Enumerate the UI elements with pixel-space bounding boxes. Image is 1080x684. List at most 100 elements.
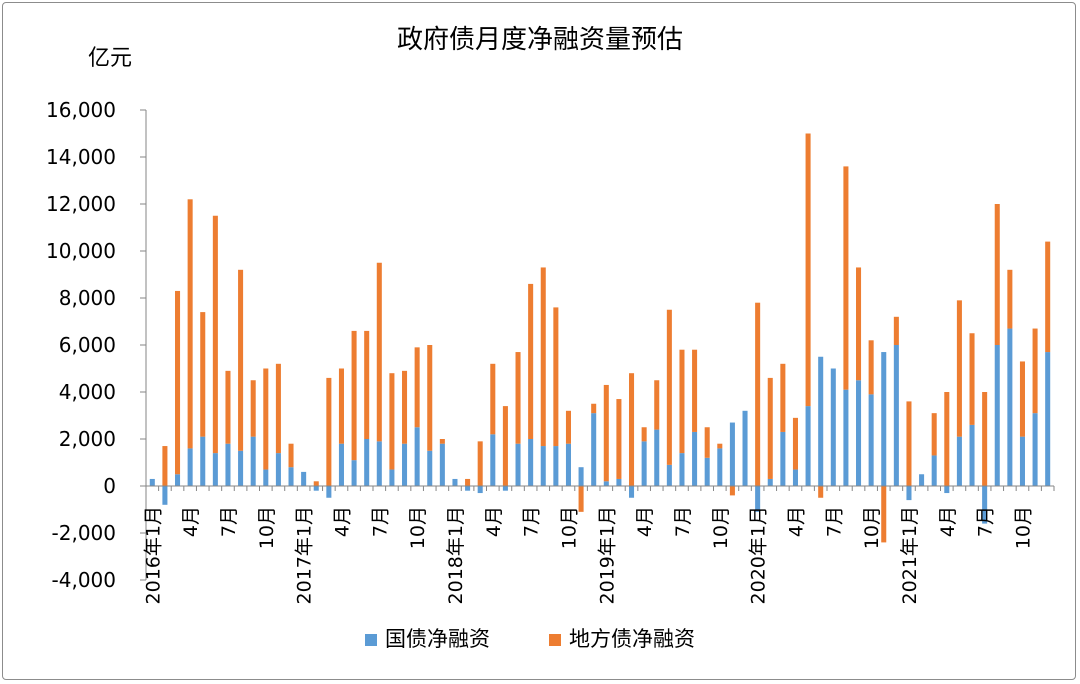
- bar-national-70: [1032, 413, 1038, 486]
- legend-label-local: 地方债净融资: [569, 627, 695, 651]
- bar-local-8: [250, 380, 256, 437]
- bar-local-70: [1032, 328, 1038, 414]
- y-tick-label: -4,000: [52, 568, 116, 592]
- bar-local-7: [238, 269, 244, 451]
- bar-local-63: [944, 392, 950, 486]
- x-tick-label: 2016年1月: [142, 506, 164, 604]
- bar-local-67: [994, 204, 1000, 345]
- y-tick-label: 10,000: [46, 239, 116, 263]
- bar-national-17: [364, 439, 370, 486]
- x-tick-label: 10月: [1012, 506, 1034, 549]
- bar-local-65: [969, 333, 975, 425]
- bar-national-23: [439, 443, 445, 486]
- bar-local-44: [704, 427, 710, 458]
- bar-local-9: [263, 368, 269, 470]
- y-tick-label: -2,000: [52, 521, 116, 545]
- bar-local-49: [767, 377, 773, 479]
- y-tick-label: 8,000: [59, 286, 116, 310]
- bar-national-40: [654, 429, 660, 486]
- bar-national-24: [452, 478, 458, 486]
- bar-local-4: [200, 312, 206, 437]
- bar-local-52: [805, 133, 811, 407]
- bar-national-55: [843, 389, 849, 486]
- bar-national-67: [994, 345, 1000, 486]
- bar-national-30: [528, 439, 534, 486]
- y-tick-label: 12,000: [46, 192, 116, 216]
- bar-national-5: [212, 453, 218, 486]
- bar-national-63: [944, 486, 950, 494]
- x-tick-label: 4月: [483, 506, 505, 537]
- y-tick-label: 4,000: [59, 380, 116, 404]
- bar-local-56: [856, 267, 862, 381]
- bar-national-43: [692, 431, 698, 486]
- bar-local-38: [629, 373, 635, 486]
- bar-national-10: [275, 453, 281, 486]
- bar-local-35: [591, 403, 597, 414]
- bar-local-2: [175, 290, 181, 475]
- bar-national-19: [389, 469, 395, 486]
- bar-national-47: [742, 410, 748, 486]
- bar-local-59: [893, 316, 899, 345]
- bar-local-26: [477, 441, 483, 486]
- bar-national-16: [351, 460, 357, 486]
- bar-local-62: [931, 413, 937, 456]
- bar-local-5: [212, 215, 218, 454]
- bar-national-52: [805, 406, 811, 486]
- bar-national-66: [982, 486, 988, 524]
- bar-local-14: [326, 377, 332, 486]
- bar-local-31: [540, 267, 546, 447]
- bar-national-35: [591, 413, 597, 486]
- x-tick-label: 2019年1月: [596, 506, 618, 604]
- bar-local-19: [389, 373, 395, 470]
- bar-national-3: [187, 448, 193, 486]
- bar-national-12: [301, 471, 307, 486]
- bar-national-21: [414, 427, 420, 486]
- x-axis: 2016年1月 4月 7月 10月 2017年1月 4月 7月 10月 2018年1月 4月 7月 1…: [142, 485, 1055, 604]
- bar-local-40: [654, 380, 660, 430]
- x-tick-label: 10月: [407, 506, 429, 549]
- legend-swatch-national: [365, 634, 377, 646]
- bar-local-6: [225, 370, 231, 444]
- bar-local-1: [162, 446, 168, 486]
- x-tick-label: 7月: [975, 506, 997, 537]
- x-tick-label: 10月: [710, 506, 732, 549]
- bar-national-62: [931, 455, 937, 486]
- x-tick-label: 4月: [331, 506, 353, 537]
- x-tick-label: 2021年1月: [899, 506, 921, 604]
- bar-local-29: [515, 352, 521, 444]
- bar-local-18: [376, 262, 382, 442]
- bar-national-37: [616, 478, 622, 486]
- bar-local-16: [351, 330, 357, 461]
- y-tick-label: 6,000: [59, 333, 116, 357]
- bar-national-69: [1019, 436, 1025, 486]
- bar-local-30: [528, 283, 534, 439]
- bar-national-33: [565, 443, 571, 486]
- bar-local-46: [729, 486, 735, 496]
- bar-local-17: [364, 330, 370, 439]
- bar-national-9: [263, 469, 269, 486]
- x-tick-label: 4月: [634, 506, 656, 537]
- x-tick-label: 4月: [180, 506, 202, 537]
- bar-national-45: [717, 448, 723, 486]
- x-tick-label: 2017年1月: [294, 506, 316, 604]
- x-tick-label: 4月: [785, 506, 807, 537]
- y-tick-label: 14,000: [46, 145, 116, 169]
- bar-national-50: [780, 431, 786, 486]
- bar-national-41: [666, 464, 672, 486]
- bar-local-3: [187, 199, 193, 449]
- bar-national-56: [856, 380, 862, 486]
- x-tick-label: 7月: [823, 506, 845, 537]
- bar-national-57: [868, 394, 874, 486]
- bar-local-64: [956, 300, 962, 437]
- bar-local-15: [338, 368, 344, 444]
- bar-national-29: [515, 443, 521, 486]
- bar-national-20: [402, 443, 408, 486]
- bar-national-18: [376, 441, 382, 486]
- x-tick-label: 2020年1月: [748, 506, 770, 604]
- bar-local-55: [843, 166, 849, 390]
- bar-national-32: [553, 446, 559, 486]
- bar-local-37: [616, 399, 622, 479]
- bar-national-15: [338, 443, 344, 486]
- bar-local-20: [402, 370, 408, 444]
- bar-local-48: [755, 302, 761, 486]
